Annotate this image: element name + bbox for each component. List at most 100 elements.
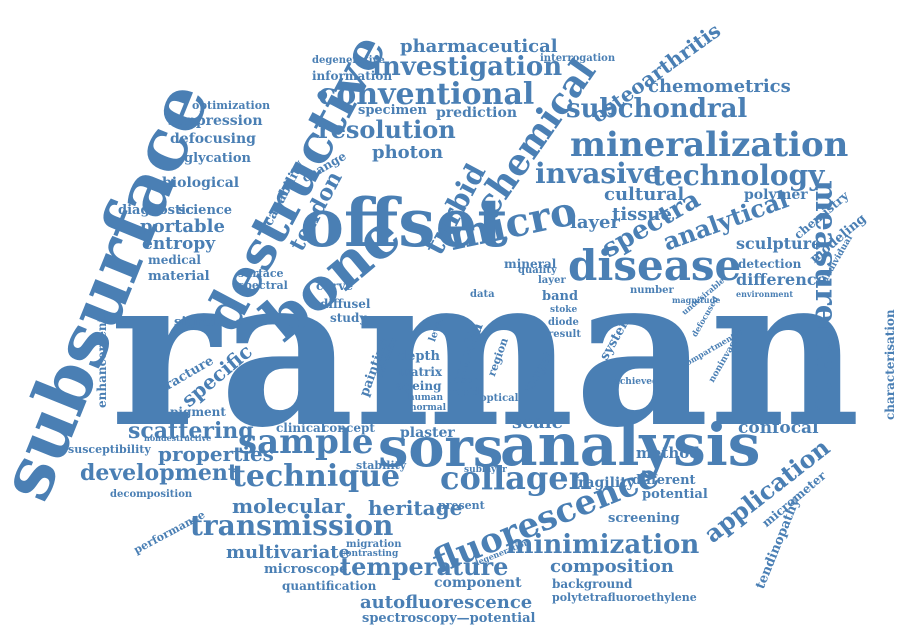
word-mineral: mineral: [504, 257, 557, 271]
word-optical: optical: [480, 393, 519, 404]
word-band: band: [542, 289, 579, 304]
word-rapid: rapid: [450, 387, 480, 398]
word-screening: screening: [608, 511, 680, 526]
word-polytetrafluoroethylene: polytetrafluoroethylene: [552, 591, 697, 604]
word-concept: concept: [322, 421, 375, 435]
word-result: result: [548, 329, 581, 340]
word-component: component: [434, 575, 522, 591]
word-stability: stability: [356, 459, 407, 472]
word-polymer: polymer: [744, 187, 808, 203]
word-collagen: collagen: [440, 459, 592, 497]
word-background: background: [552, 577, 633, 591]
word-entropy: entropy: [142, 234, 216, 254]
word-layer: layer: [570, 212, 620, 233]
word-defocusing: defocusing: [170, 131, 256, 147]
word-magnitude: magnitude: [672, 295, 721, 305]
word-biological: biological: [162, 175, 240, 191]
word-pigment: pigment: [170, 405, 226, 419]
word-suppression: suppression: [168, 113, 263, 129]
word-nondestructive: nondestructive: [144, 433, 212, 443]
word-invasive: invasive: [535, 157, 661, 190]
word-autofluorescence: autofluorescence: [360, 592, 533, 613]
word-present: present: [438, 499, 485, 512]
word-offset: offset: [300, 184, 508, 262]
word-multivariate: multivariate: [226, 542, 350, 563]
word-curve: curve: [316, 279, 353, 293]
word-subchondral: subchondral: [566, 94, 748, 124]
word-medical: medical: [148, 253, 201, 267]
word-resolution: resolution: [318, 115, 456, 144]
word-normal: normal: [410, 403, 447, 413]
word-heritage: heritage: [368, 496, 463, 520]
word-plaster: plaster: [400, 425, 455, 441]
word-environment: environment: [736, 289, 794, 299]
word-sors: sors: [378, 415, 504, 479]
word-laser: laser: [450, 375, 478, 386]
word-glycation: glycation: [184, 151, 251, 166]
word-conventional: conventional: [318, 77, 535, 112]
word-data: data: [470, 289, 495, 300]
word-number: number: [630, 285, 674, 296]
word-potential: potential: [642, 487, 708, 502]
word-degenerative: degenerative: [312, 55, 385, 66]
word-scale: scale: [512, 412, 564, 433]
word-quality: quality: [518, 265, 557, 276]
word-interrogation: interrogation: [540, 53, 616, 64]
word-method: method: [636, 444, 700, 462]
word-scattering: scattering: [128, 418, 254, 444]
word-properties: properties: [158, 442, 274, 466]
word-microscope: microscope: [264, 562, 348, 577]
word-depth: depth: [398, 349, 440, 364]
word-optimization: optimization: [192, 99, 271, 112]
word-sample: sample: [238, 422, 374, 462]
word-technique: technique: [232, 459, 401, 494]
word-composition: composition: [550, 556, 674, 577]
word-minimization: minimization: [506, 530, 700, 560]
word-fragility: fragility: [572, 475, 635, 491]
word-tissue: tissue: [612, 204, 672, 225]
word-investigation: investigation: [372, 52, 563, 82]
word-contrasting: contrasting: [340, 549, 399, 559]
word-signal: signal: [174, 315, 219, 330]
word-science: science: [178, 203, 233, 218]
word-information: information: [312, 69, 393, 83]
word-migration: migration: [346, 539, 402, 550]
word-prediction: prediction: [436, 105, 518, 121]
word-photon: photon: [372, 142, 444, 163]
word-different: different: [632, 473, 696, 488]
word-achieved: achieved: [614, 377, 659, 387]
word-layer-small: layer: [538, 275, 566, 286]
word-decomposition: decomposition: [110, 489, 193, 500]
word-sublayer: sublayer: [464, 465, 507, 475]
word-study: study: [330, 311, 367, 325]
word-quantification: quantification: [282, 579, 377, 593]
word-cultural: cultural: [604, 184, 685, 205]
word-technology: technology: [652, 159, 825, 192]
word-enhancement: enhancement: [95, 316, 109, 408]
word-clinical: clinical: [276, 421, 326, 435]
word-human: human: [408, 393, 443, 403]
word-difference: difference: [736, 270, 827, 289]
word-temperature: temperature: [340, 552, 509, 581]
word-stoke: stoke: [550, 305, 578, 315]
word-detection: detection: [738, 257, 802, 271]
word-transmission: transmission: [190, 509, 394, 542]
word-surface: surface: [238, 267, 284, 280]
word-matrix: matrix: [398, 365, 443, 379]
word-analysis: analysis: [500, 411, 761, 479]
word-mineralization: mineralization: [570, 125, 849, 165]
word-diagnostic: diagnostic: [118, 203, 194, 218]
word-development: development: [80, 460, 239, 486]
word-confocal: confocal: [738, 418, 819, 438]
word-sculpture: sculpture: [736, 234, 822, 253]
word-diode: diode: [548, 317, 579, 328]
word-spectroscopy-potential: spectroscopy—potential: [362, 611, 536, 625]
word-disease: disease: [568, 241, 742, 290]
word-ageing: ageing: [396, 379, 442, 393]
word-molecular: molecular: [232, 494, 345, 518]
word-pharmaceutical: pharmaceutical: [400, 36, 558, 57]
word-spectral: spectral: [238, 279, 288, 292]
word-raman: raman: [110, 230, 861, 474]
word-characterisation: characterisation: [883, 309, 897, 420]
